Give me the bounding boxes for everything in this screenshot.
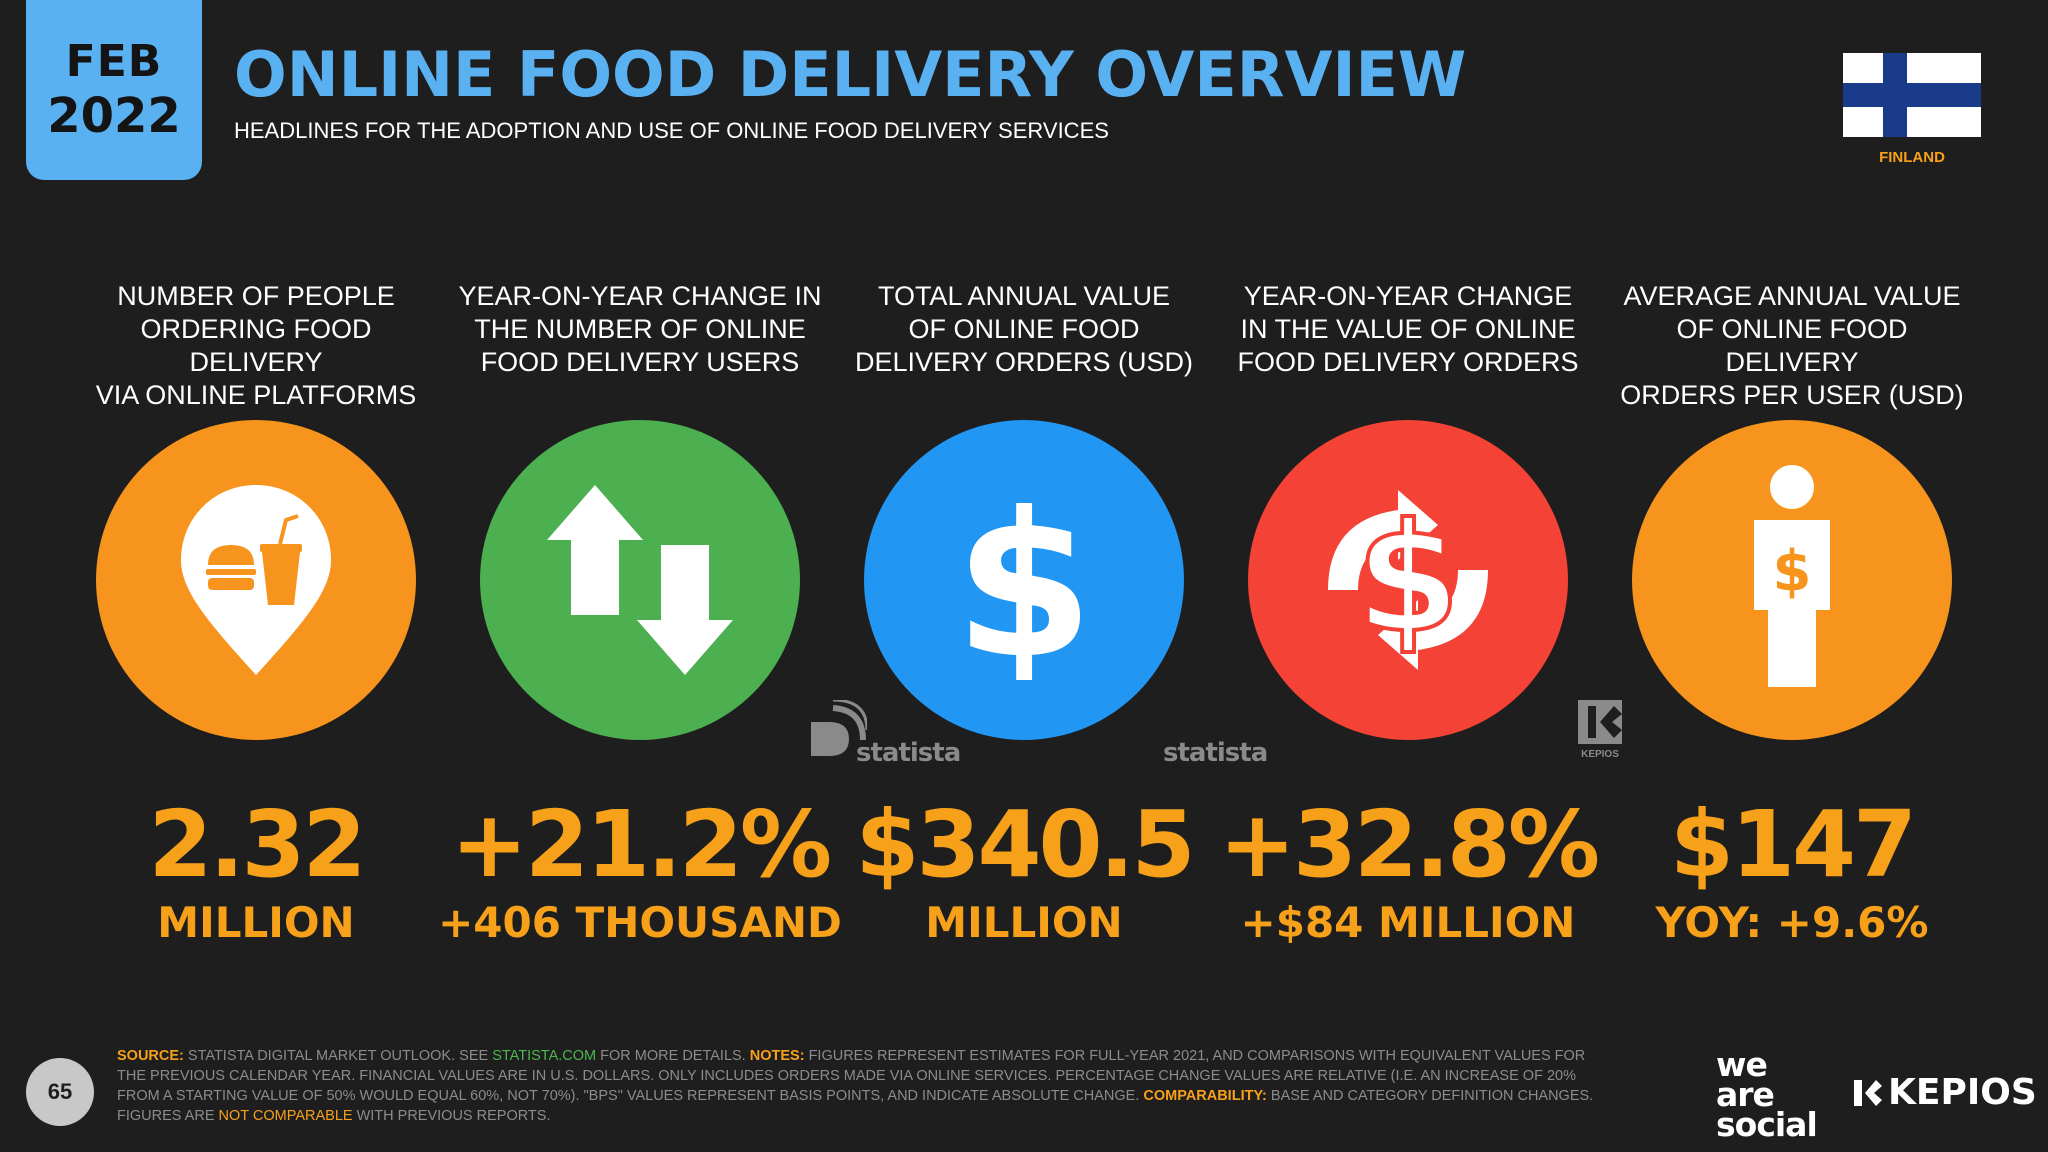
- stat-label-value-change: YEAR-ON-YEAR CHANGE IN THE VALUE OF ONLI…: [1237, 281, 1579, 377]
- date-badge: FEB 2022: [26, 0, 202, 180]
- kepios-logo-icon: [1578, 700, 1622, 744]
- stat-value-arpu: $147: [1669, 791, 1917, 898]
- svg-text:$: $: [959, 480, 1089, 680]
- svg-text:$: $: [1773, 539, 1812, 604]
- stat-value-users-change: +21.2%: [450, 791, 832, 898]
- value-change-circle: $: [1248, 420, 1568, 740]
- stat-label-arpu: AVERAGE ANNUAL VALUE OF ONLINE FOOD DELI…: [1620, 281, 1964, 410]
- stat-sub-users: MILLION: [157, 898, 355, 947]
- users-change-circle: [480, 420, 800, 740]
- stat-value-total-value: $340.5: [855, 791, 1195, 898]
- we-are-social-logo: we are social: [1716, 1045, 1818, 1144]
- stat-sub-arpu: YOY: +9.6%: [1655, 898, 1929, 947]
- kepios-watermark: KEPIOS: [1576, 700, 1624, 760]
- statista-watermark: statista: [856, 738, 961, 768]
- total-value-circle: $: [864, 420, 1184, 740]
- finland-flag-icon: [1843, 53, 1981, 137]
- stat-sub-users-change: +406 THOUSAND: [438, 898, 842, 947]
- up-down-arrows-icon: [547, 485, 733, 675]
- dollar-exchange-icon: $: [1328, 490, 1488, 670]
- stat-label-users-change: YEAR-ON-YEAR CHANGE IN THE NUMBER OF ONL…: [458, 281, 822, 377]
- date-year: 2022: [47, 88, 181, 144]
- page-title: ONLINE FOOD DELIVERY OVERVIEW: [234, 38, 1467, 111]
- footnotes: SOURCE: STATISTA DIGITAL MARKET OUTLOOK.…: [117, 1048, 1594, 1124]
- stat-sub-total-value: MILLION: [925, 898, 1123, 947]
- datareportal-logo-icon: [811, 700, 867, 756]
- svg-text:$: $: [1356, 492, 1460, 666]
- stat-sub-value-change: +$84 MILLION: [1240, 898, 1576, 947]
- stat-label-total-value: TOTAL ANNUAL VALUE OF ONLINE FOOD DELIVE…: [854, 281, 1194, 377]
- page-number: 65: [26, 1058, 94, 1126]
- stat-value-value-change: +32.8%: [1218, 791, 1600, 898]
- statista-link[interactable]: STATISTA.COM: [492, 1048, 597, 1064]
- users-circle: [96, 420, 416, 740]
- stat-value-users: 2.32: [148, 791, 367, 898]
- kepios-mark-icon: [1854, 1079, 1882, 1106]
- date-month: FEB: [65, 36, 163, 87]
- dollar-icon: $: [959, 480, 1089, 680]
- kepios-logo: KEPIOS: [1852, 1072, 2037, 1113]
- arpu-circle: $: [1632, 420, 1952, 740]
- page-subtitle: HEADLINES FOR THE ADOPTION AND USE OF ON…: [234, 118, 1109, 143]
- country-label: FINLAND: [1879, 149, 1945, 166]
- person-dollar-icon: $: [1754, 465, 1830, 687]
- stat-label-users: NUMBER OF PEOPLE ORDERING FOOD DELIVERY …: [95, 281, 417, 410]
- food-location-pin-icon: [181, 485, 331, 675]
- statista-watermark-2: statista: [1163, 738, 1268, 768]
